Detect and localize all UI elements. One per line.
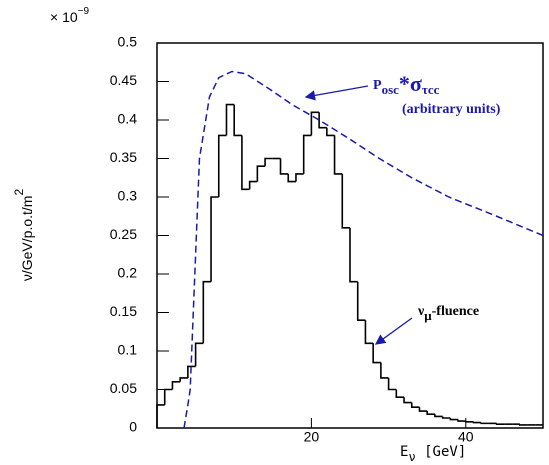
y-tick-label: 0.5 bbox=[118, 34, 138, 50]
histogram-bin bbox=[264, 157, 273, 167]
histogram-bin bbox=[457, 419, 466, 422]
multiplier: × 10−9 bbox=[50, 6, 89, 25]
histogram-bin bbox=[472, 421, 482, 424]
histogram-bin bbox=[449, 417, 459, 421]
curve-note: (arbitrary units) bbox=[402, 102, 501, 117]
ann-mu: μ bbox=[424, 308, 432, 323]
histogram-bin bbox=[163, 388, 173, 405]
histogram-bin bbox=[326, 127, 335, 137]
y-tick-label: 0.3 bbox=[118, 188, 138, 204]
histogram-bin bbox=[341, 173, 350, 229]
fluence-arrow bbox=[374, 317, 413, 345]
y-tick-label: 0.15 bbox=[110, 303, 137, 319]
y-tick-label: 0.35 bbox=[110, 149, 137, 165]
y-tick-label: 0.4 bbox=[118, 111, 138, 127]
x-label-sub: ν bbox=[408, 450, 415, 464]
y-tick-label: 0.1 bbox=[118, 342, 138, 358]
histogram-bin bbox=[380, 362, 389, 379]
y-label-sup: 2 bbox=[12, 189, 26, 196]
histogram-bin bbox=[210, 196, 219, 282]
histogram-bin bbox=[187, 365, 196, 378]
histogram-bin bbox=[295, 173, 304, 182]
histogram-bin bbox=[302, 134, 312, 174]
histogram-bin bbox=[333, 135, 343, 175]
histogram-bin bbox=[387, 377, 397, 391]
x-label-main: E bbox=[400, 444, 408, 460]
y-tick-label: 0.05 bbox=[110, 380, 137, 396]
histogram-bin bbox=[480, 422, 489, 425]
multiplier-base: × 10 bbox=[50, 9, 78, 25]
histogram-bin bbox=[233, 104, 242, 137]
ann-fluence: -fluence bbox=[432, 304, 479, 319]
histogram-bin bbox=[287, 173, 296, 183]
x-tick-label: 40 bbox=[458, 429, 474, 445]
histogram-bin bbox=[356, 281, 366, 321]
histogram-bin bbox=[434, 414, 443, 418]
y-tick-label: 0.45 bbox=[110, 72, 137, 88]
histogram-bin bbox=[495, 423, 505, 425]
histogram-bin bbox=[217, 134, 227, 197]
histogram-bin bbox=[202, 280, 212, 344]
histogram-bin bbox=[426, 411, 435, 415]
histogram-bin bbox=[171, 381, 181, 390]
histogram-bin bbox=[318, 112, 327, 129]
x-tick-label: 20 bbox=[304, 429, 320, 445]
x-axis-label: Eν [GeV] bbox=[400, 444, 466, 464]
curve-arrow bbox=[304, 85, 369, 101]
y-tick-label: 0 bbox=[129, 419, 137, 435]
ann-nu: ν bbox=[417, 304, 425, 319]
histogram-bin bbox=[418, 407, 428, 412]
histogram-bin bbox=[179, 377, 188, 382]
ann-tau: τcc bbox=[422, 82, 440, 97]
multiplier-exponent: −9 bbox=[78, 6, 90, 17]
histogram-bin bbox=[403, 397, 412, 404]
curve bbox=[183, 70, 544, 429]
histogram-bin bbox=[410, 402, 420, 409]
ann-p: P bbox=[373, 78, 382, 93]
histogram-bin bbox=[519, 424, 528, 426]
histogram-bin bbox=[349, 227, 358, 283]
y-tick-label: 0.2 bbox=[118, 265, 138, 281]
histogram-bin bbox=[279, 158, 289, 175]
x-label-rest: [GeV] bbox=[416, 444, 467, 460]
ann-osc: osc bbox=[382, 82, 400, 97]
y-tick-label: 0.25 bbox=[110, 226, 137, 242]
histogram-bin bbox=[364, 320, 374, 345]
histogram-bin bbox=[225, 103, 235, 136]
histogram-bin bbox=[372, 343, 381, 364]
histogram-bin bbox=[156, 404, 165, 428]
histogram-bin bbox=[248, 180, 258, 190]
ann-sigma: *σ bbox=[399, 71, 422, 96]
histogram-bin bbox=[395, 389, 405, 398]
y-label-main: ν/GeV/p.o.t/m bbox=[19, 196, 35, 282]
curve-annotation: Posc*στcc bbox=[373, 71, 440, 97]
histogram-bin bbox=[241, 135, 250, 191]
histogram-bin bbox=[256, 165, 266, 182]
fluence-annotation: νμ-fluence bbox=[417, 304, 479, 323]
histogram-bin bbox=[441, 416, 451, 419]
histogram-bin bbox=[465, 421, 474, 423]
histogram-bin bbox=[310, 111, 320, 136]
y-axis-label: ν/GeV/p.o.t/m2 bbox=[12, 189, 35, 282]
histogram-bin bbox=[194, 342, 204, 367]
